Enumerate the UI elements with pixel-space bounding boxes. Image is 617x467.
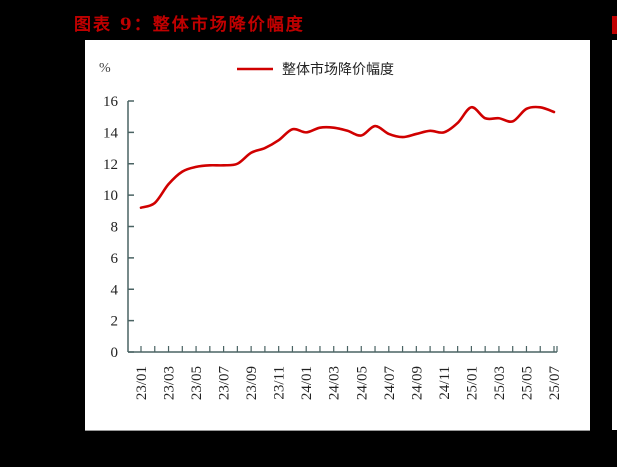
y-tick-label: 8 [111, 220, 119, 236]
y-tick-label: 14 [103, 125, 119, 141]
x-tick-label: 23/07 [217, 366, 233, 401]
x-tick-label: 25/07 [547, 366, 563, 401]
y-tick-label: 2 [111, 314, 119, 330]
x-tick-label: 23/03 [162, 366, 178, 400]
x-tick-label: 23/01 [134, 366, 150, 400]
y-tick-label: 6 [111, 251, 119, 267]
x-tick-label: 25/01 [464, 366, 480, 400]
x-tick-label: 24/03 [327, 366, 343, 400]
line-chart: % 0 2 4 6 8 10 12 14 16 23/01 23/03 23/05 23/07 23/09 2… [99, 61, 563, 401]
y-tick-label: 12 [103, 157, 118, 173]
x-tick-label: 24/01 [299, 366, 315, 400]
series-line [139, 105, 556, 209]
y-tick-label: 0 [111, 345, 119, 361]
x-tick-label: 24/05 [354, 366, 370, 400]
y-tick-label: 4 [111, 282, 119, 298]
x-tick-label: 24/09 [409, 366, 425, 400]
legend-label: 整体市场降价幅度 [282, 61, 394, 78]
x-tick-label: 24/11 [437, 366, 453, 400]
x-tick-label: 25/05 [519, 366, 535, 400]
y-tick-label: 16 [103, 94, 119, 110]
chart-title: 图表 9：整体市场降价幅度 [74, 15, 305, 35]
y-unit-label: % [99, 61, 111, 76]
x-tick-label: 23/11 [272, 366, 288, 400]
next-chart-panel-fragment [612, 40, 617, 430]
next-chart-title-fragment [612, 16, 617, 34]
chart-panel: % 0 2 4 6 8 10 12 14 16 23/01 23/03 23/05 23/07 23/09 2… [85, 40, 590, 431]
y-tick-label: 10 [103, 188, 118, 204]
x-tick-label: 25/03 [492, 366, 508, 400]
x-tick-label: 24/07 [382, 366, 398, 401]
x-tick-label: 23/05 [189, 366, 205, 400]
x-tick-label: 23/09 [244, 366, 260, 400]
